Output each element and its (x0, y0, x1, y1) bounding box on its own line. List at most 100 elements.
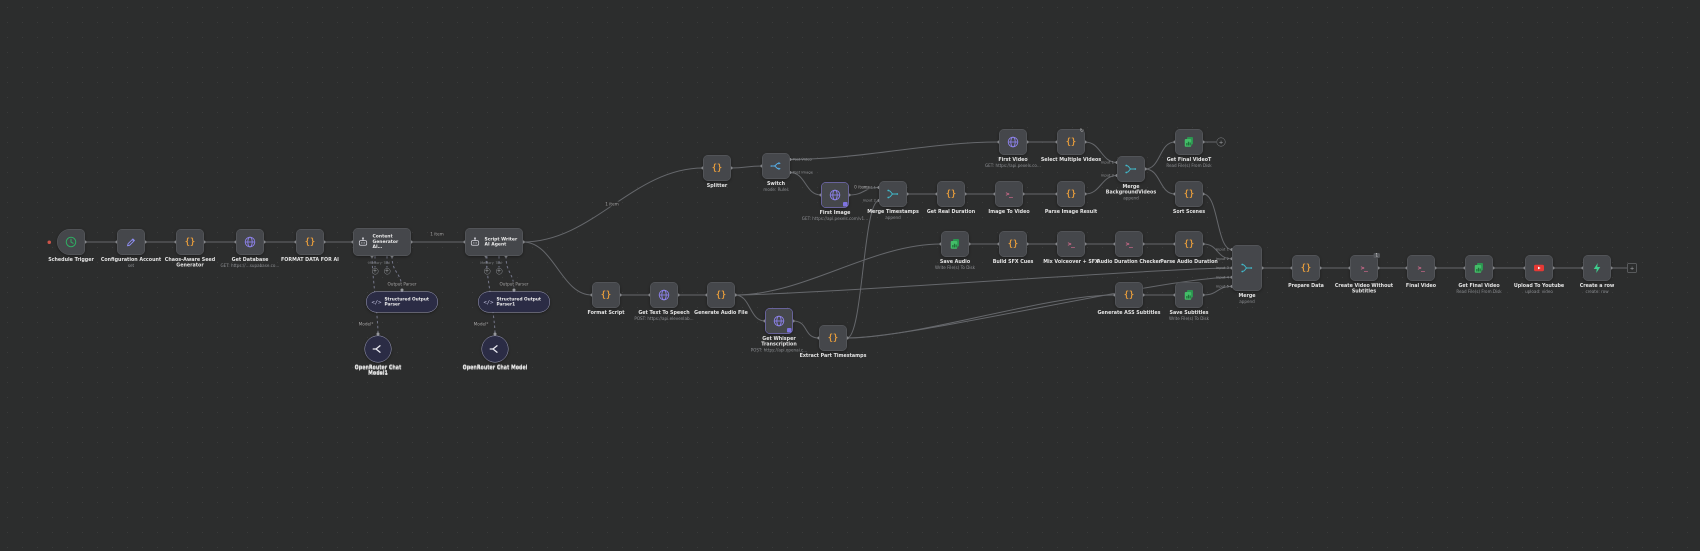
build-sfx-cues-node[interactable]: {} (999, 231, 1027, 257)
create-video-ws-node[interactable]: >_ 1 (1350, 253, 1380, 281)
merge-node[interactable] (1232, 245, 1262, 291)
merge-icon (1125, 163, 1138, 176)
seed-generator-node[interactable]: {} (176, 229, 204, 255)
node-title-text: Parse Audio Duration (1160, 259, 1218, 265)
save-subtitles-node[interactable] (1175, 282, 1203, 308)
node-subtitle: append (885, 215, 901, 220)
add-sub-node-button[interactable]: + (371, 267, 379, 275)
script-agent-node[interactable]: Script Writer AI Agent (465, 228, 523, 256)
node-title-text: Generate Audio File (694, 310, 748, 316)
node-title: OpenRouter Chat Model1 (354, 365, 402, 377)
braces-icon: {} (184, 236, 196, 247)
sop1-node[interactable]: </> Structured Output Parser (366, 291, 438, 313)
switch-node[interactable] (762, 153, 790, 179)
one-badge: 1 (1373, 253, 1380, 258)
sop2-node[interactable]: </> Structured Output Parser1 (478, 291, 550, 313)
add-sub-node-button[interactable]: + (495, 267, 503, 275)
clock-icon (65, 236, 78, 249)
braces-icon: {} (1065, 188, 1077, 199)
files-icon (1183, 289, 1196, 302)
get-whisper-node[interactable] (765, 308, 793, 334)
add-sub-node-button[interactable]: + (483, 267, 491, 275)
add-sub-node-button[interactable]: + (383, 267, 391, 275)
connection-items-label: 1 item (428, 231, 446, 237)
sub-connector-type-label: Tool (495, 261, 503, 265)
format-script-node[interactable]: {} (592, 282, 620, 308)
final-video-node[interactable]: >_ (1407, 255, 1435, 281)
node-title: Save Audio Write File(s) To Disk (921, 259, 989, 270)
braces-icon: {} (827, 332, 839, 343)
node-subtitle: set (127, 263, 135, 268)
get-real-duration-node[interactable]: {} (937, 181, 965, 207)
node-subtitle: Read File(s) From Disk (1166, 163, 1212, 168)
select-multiple-videos-node[interactable]: {} ↻ (1057, 128, 1085, 155)
terminal-icon: >_ (1125, 240, 1133, 248)
upload-youtube-node[interactable] (1525, 255, 1553, 281)
first-image-node[interactable] (821, 182, 849, 208)
generate-ass-node[interactable]: {} (1115, 282, 1143, 308)
parse-audio-duration-node[interactable]: {} (1175, 231, 1203, 257)
node-title-text: Prepare Data (1288, 283, 1324, 289)
node-title: Select Multiple Videos (1037, 157, 1105, 163)
merge-bg-node[interactable] (1117, 156, 1145, 182)
node-title: Parse Image Result (1037, 209, 1105, 215)
save-audio-node[interactable] (941, 231, 969, 257)
sort-scenes-node[interactable]: {} (1175, 181, 1203, 207)
node-subtitle: Write File(s) To Disk (935, 265, 975, 270)
splitter-node[interactable]: {} (703, 155, 731, 181)
braces-icon: {} (711, 162, 723, 173)
node-title: Script Writer AI Agent (484, 236, 518, 247)
connection (522, 241, 593, 296)
get-final-videot-node[interactable] (1175, 129, 1203, 155)
get-final-video-node[interactable] (1465, 255, 1493, 281)
pencil-icon (125, 236, 137, 248)
configuration-account-node[interactable] (117, 229, 145, 255)
pin-badge (787, 328, 792, 333)
node-title-text: Create a row (1579, 283, 1615, 289)
node-title: Save Subtitles Write File(s) To Disk (1155, 310, 1223, 321)
node-title: Sort Scenes (1155, 209, 1223, 215)
node-title-text: Merge BackgroundVideos (1105, 184, 1157, 195)
generate-audio-file-node[interactable]: {} (707, 282, 735, 308)
content-agent-node[interactable]: Content Generator AI… (353, 228, 411, 256)
node-title-text: Splitter (706, 183, 728, 189)
add-node-endpoint[interactable]: + (1627, 263, 1637, 273)
add-node-endpoint[interactable]: + (1216, 137, 1226, 147)
code-parser-icon: </> (371, 298, 382, 306)
node-title-text: Switch (766, 181, 786, 187)
input-port-label: input 4 (1215, 274, 1229, 280)
mix-voiceover-node[interactable]: >_ (1057, 231, 1085, 257)
create-a-row-node[interactable] (1583, 255, 1611, 281)
extract-part-ts-node[interactable]: {} (819, 325, 847, 351)
node-subtitle: append (1239, 299, 1255, 304)
terminal-icon: >_ (1005, 190, 1013, 198)
node-title: FORMAT DATA FOR AI (276, 257, 344, 263)
orc1-node[interactable] (364, 335, 392, 363)
node-title: Mix Voiceover + SFX (1037, 259, 1105, 265)
image-to-video-node[interactable]: >_ (995, 181, 1023, 207)
merge-icon (1241, 262, 1254, 275)
merge-timestamps-node[interactable] (879, 181, 907, 207)
files-icon (949, 238, 962, 251)
node-title-text: OpenRouter Chat Model1 (354, 364, 402, 376)
prepare-data-node[interactable]: {} (1292, 255, 1320, 281)
openrouter-icon (372, 343, 385, 356)
node-title-text: Get Database (231, 257, 269, 263)
input-port-label: input 2 (1215, 256, 1229, 261)
braces-icon: {} (1007, 238, 1019, 249)
first-video-node[interactable] (999, 129, 1027, 155)
pin-badge (843, 202, 848, 207)
get-tts-node[interactable] (650, 282, 678, 308)
audio-duration-checker-node[interactable]: >_ (1115, 231, 1143, 257)
node-title: Structured Output Parser1 (496, 296, 541, 307)
sub-connector-label: Output Parser (498, 281, 530, 287)
format-data-node[interactable]: {} (296, 229, 324, 255)
schedule-trigger-node[interactable] (57, 229, 85, 255)
orc2-node[interactable] (481, 335, 509, 363)
node-title-text: Save Subtitles (1169, 310, 1209, 316)
parse-image-result-node[interactable]: {} (1057, 181, 1085, 207)
get-database-node[interactable] (236, 229, 264, 255)
globe-icon (658, 289, 671, 302)
